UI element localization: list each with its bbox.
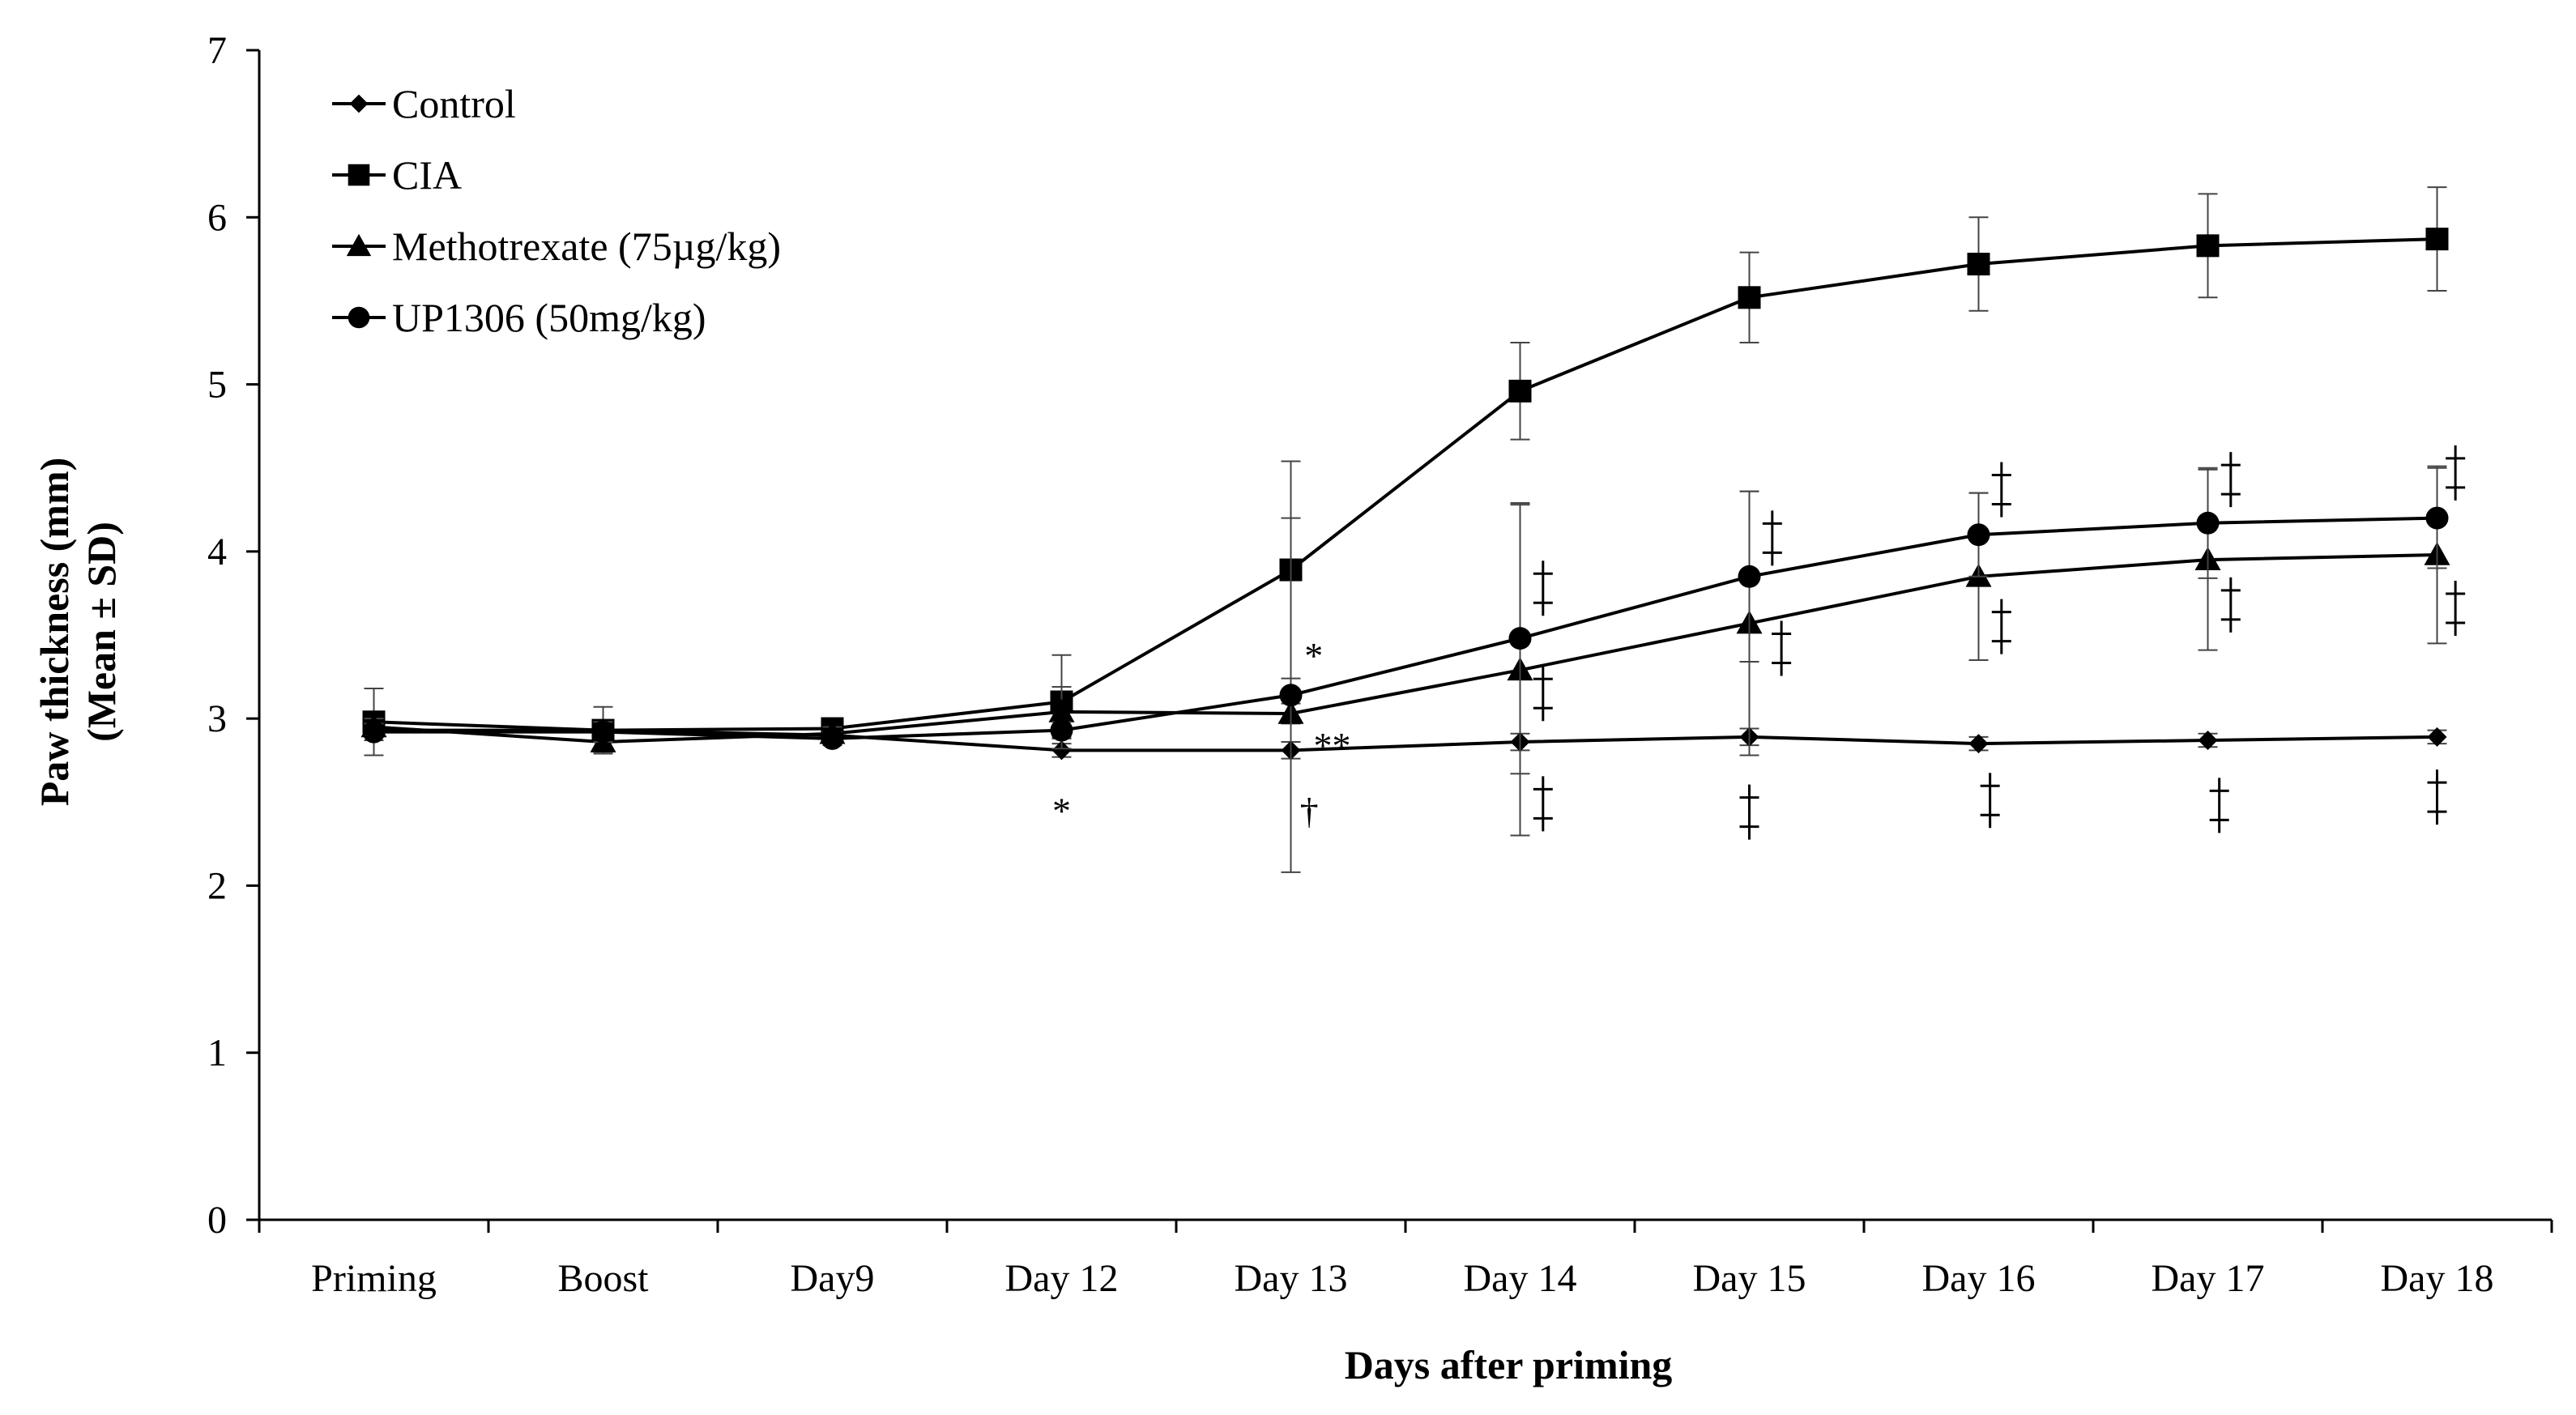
double-dagger-annotation: ‡ <box>2446 445 2466 501</box>
double-dagger-annotation: ‡ <box>1991 462 2011 518</box>
data-point <box>1050 718 1073 742</box>
series-circle <box>362 467 2449 873</box>
data-point <box>1508 627 1532 650</box>
series-line <box>373 728 2437 752</box>
legend-marker <box>346 233 372 257</box>
data-point <box>362 720 386 744</box>
double-dagger-annotation: ‡ <box>1533 560 1553 616</box>
series-line <box>373 516 2437 740</box>
y-axis-title-line1: Paw thickness (mm) <box>32 458 77 807</box>
double-dagger-annotation: ‡ <box>2220 452 2241 508</box>
double-dagger-annotation: ‡ <box>1772 620 1792 676</box>
x-tick-label: Boost <box>557 1257 649 1300</box>
data-point <box>2425 228 2449 251</box>
series-line <box>373 552 2437 744</box>
x-tick-label: Day 18 <box>2381 1257 2494 1300</box>
data-point <box>1967 253 1990 276</box>
x-axis: Priming Boost Day9 Day 12 Day 13 Day 14 Day 15… <box>258 1218 2553 1300</box>
series-layer <box>360 186 2450 873</box>
double-dagger-annotation: ‡ <box>2209 778 2229 833</box>
double-dagger-annotation: ‡ <box>2446 580 2466 636</box>
y-axis-title: Paw thickness (mm) (Mean ± SD) <box>32 458 124 807</box>
y-tick-label: 5 <box>207 364 227 407</box>
y-axis: 0 1 2 3 4 5 6 7 <box>207 29 261 1242</box>
series-triangle <box>360 465 2450 837</box>
legend-label: UP1306 (50mg/kg) <box>392 295 706 340</box>
data-point <box>2425 506 2449 530</box>
y-tick-label: 0 <box>207 1199 227 1242</box>
y-tick-label: 7 <box>207 29 227 72</box>
legend-marker <box>348 306 370 329</box>
y-tick-label: 2 <box>207 864 227 907</box>
x-tick-label: Day9 <box>791 1257 875 1300</box>
data-point <box>2196 234 2220 258</box>
double-dagger-annotation: ‡ <box>1533 666 1553 722</box>
double-dagger-annotation: ‡ <box>1739 784 1759 840</box>
x-tick-label: Priming <box>311 1257 437 1300</box>
annotation-text: * <box>1304 635 1323 676</box>
data-point <box>821 727 844 750</box>
data-point <box>1508 379 1532 403</box>
legend-item: CIA <box>332 152 462 198</box>
legend-item: Control <box>332 81 516 126</box>
x-tick-label: Day 15 <box>1693 1257 1806 1300</box>
x-tick-label: Day 13 <box>1235 1257 1348 1300</box>
data-point <box>1738 565 1761 588</box>
double-dagger-annotation: ‡ <box>2220 577 2241 633</box>
data-point <box>1968 734 1989 754</box>
annotation-text: * <box>1052 791 1071 832</box>
data-point <box>1279 684 1303 707</box>
series-square <box>362 186 2449 757</box>
x-tick-label: Day 16 <box>1922 1257 2036 1300</box>
double-dagger-annotation: ‡ <box>1991 599 2011 654</box>
x-tick-label: Day 14 <box>1464 1257 1577 1300</box>
legend-item: Methotrexate (75µg/kg) <box>332 224 781 269</box>
y-axis-title-line2: (Mean ± SD) <box>79 522 124 742</box>
legend-marker <box>348 164 370 186</box>
annotation-text: † <box>1300 791 1319 832</box>
y-tick-label: 4 <box>207 531 227 573</box>
y-tick-label: 6 <box>207 196 227 239</box>
data-point <box>1967 523 1990 547</box>
data-point <box>2427 727 2447 747</box>
data-point <box>1738 286 1761 309</box>
significance-annotations: ****†‡‡‡‡‡‡‡‡‡‡‡‡‡‡‡ <box>1052 445 2466 840</box>
x-tick-label: Day 17 <box>2152 1257 2265 1300</box>
legend-label: Methotrexate (75µg/kg) <box>392 224 781 269</box>
legend: Control CIA Methotrexate (75µg/kg) UP1306 (… <box>332 81 781 340</box>
double-dagger-annotation: ‡ <box>2427 769 2447 825</box>
data-point <box>591 720 615 744</box>
data-point <box>1048 698 1075 722</box>
legend-label: CIA <box>392 152 462 198</box>
x-tick-label: Day 12 <box>1005 1257 1119 1300</box>
data-point <box>2196 511 2220 535</box>
legend-item: UP1306 (50mg/kg) <box>332 295 706 340</box>
legend-marker <box>349 94 369 113</box>
x-axis-title: Days after priming <box>1345 1342 1673 1387</box>
double-dagger-annotation: ‡ <box>1533 776 1553 832</box>
data-point <box>2198 730 2218 750</box>
double-dagger-annotation: ‡ <box>1762 510 1782 566</box>
legend-label: Control <box>392 81 516 126</box>
y-tick-label: 1 <box>207 1032 227 1075</box>
series-line <box>373 237 2437 732</box>
double-dagger-annotation: ‡ <box>1980 773 2000 829</box>
y-tick-label: 3 <box>207 697 227 740</box>
annotation-text: ** <box>1313 725 1350 766</box>
data-point <box>1051 740 1072 761</box>
